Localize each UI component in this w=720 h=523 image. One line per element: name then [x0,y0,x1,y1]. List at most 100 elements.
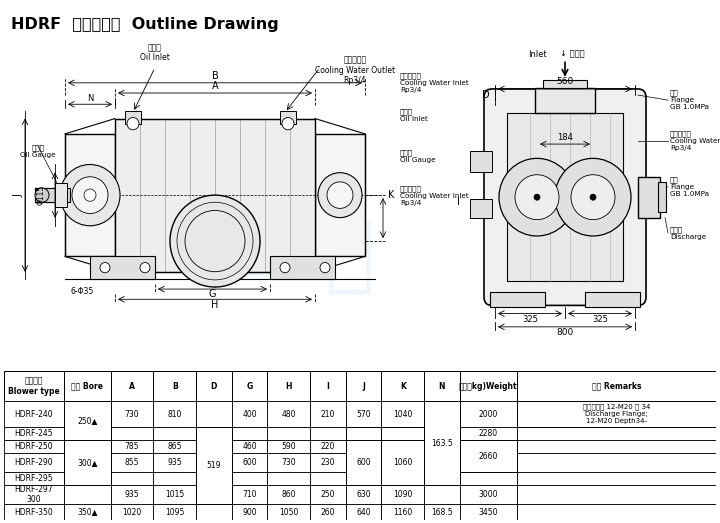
Text: 600: 600 [356,458,371,467]
Text: 1060: 1060 [393,458,413,467]
Text: 注油口
Oil Inlet: 注油口 Oil Inlet [140,43,170,62]
Text: 600: 600 [356,458,371,467]
Bar [196,485,232,504]
Bar [382,401,424,427]
Text: 800: 800 [557,328,574,337]
Text: 210: 210 [320,410,335,419]
Bar [4,504,64,520]
Bar [270,256,335,279]
Text: 1095: 1095 [165,507,184,517]
Bar [232,453,267,472]
Bar [65,134,115,256]
Text: ↓ 吸入口: ↓ 吸入口 [560,50,585,59]
Text: 630: 630 [356,490,371,499]
Text: 6-Φ35: 6-Φ35 [71,287,94,295]
Bar [196,401,232,427]
Text: 冷却水进口
Cooling Water Inlet
Rp3/4: 冷却水进口 Cooling Water Inlet Rp3/4 [400,73,469,93]
Bar [153,485,196,504]
Circle shape [35,188,49,202]
Bar [585,292,640,308]
Text: D: D [211,382,217,391]
Text: 重量（kg)Weight: 重量（kg)Weight [459,382,518,391]
Text: 163.5: 163.5 [431,439,453,448]
Bar [267,472,310,485]
Text: 230: 230 [320,458,336,467]
Text: 250▲: 250▲ [77,410,97,419]
Bar [196,427,232,440]
Text: 3450: 3450 [479,507,498,517]
Circle shape [280,263,290,272]
Text: 570: 570 [356,410,371,419]
Bar [232,427,267,440]
Bar [424,472,460,485]
Circle shape [60,165,120,226]
Text: I: I [457,197,460,207]
Text: 163.5: 163.5 [431,429,453,438]
Bar [460,472,517,485]
Bar [517,401,716,427]
Bar [382,427,424,440]
Bar [460,401,517,427]
Bar [111,440,153,453]
Bar [153,472,196,485]
Text: 325: 325 [592,315,608,324]
Circle shape [318,173,362,218]
Bar [267,401,310,427]
Bar [232,401,267,427]
Bar [543,79,587,88]
Bar [346,427,382,440]
Bar [310,453,346,472]
Text: HDRF-297
300: HDRF-297 300 [14,485,53,504]
Bar [346,485,382,504]
Bar [460,440,517,472]
Text: 2660: 2660 [479,451,498,461]
Text: Inlet: Inlet [528,50,547,59]
Text: D: D [482,90,490,100]
Text: 250: 250 [320,490,336,499]
Text: 法兰
Flange
GB 1.0MPa: 法兰 Flange GB 1.0MPa [670,177,709,197]
Bar [490,292,545,308]
Bar [310,401,346,427]
Circle shape [320,263,330,272]
Bar [460,453,517,472]
Bar [64,371,111,401]
Text: 855: 855 [125,458,139,467]
Bar [424,401,460,485]
Bar [153,401,196,427]
Text: B: B [172,382,178,391]
Bar [4,453,64,472]
Text: 935: 935 [167,458,182,467]
Bar [517,504,716,520]
Bar [90,256,155,279]
Text: 865: 865 [168,442,182,451]
Text: 风: 风 [325,216,375,297]
Text: 2000: 2000 [479,410,498,419]
Text: 排出口法兰 12-M20 深 34
Discharge Flange;
12-M20 Depth34-: 排出口法兰 12-M20 深 34 Discharge Flange; 12-M… [583,404,650,425]
Text: 220: 220 [320,442,335,451]
FancyBboxPatch shape [484,89,646,305]
Bar [267,371,310,401]
Circle shape [571,175,615,220]
Bar [111,472,153,485]
Text: 1090: 1090 [393,490,413,499]
Bar [196,504,232,520]
Bar [111,401,153,427]
Bar [4,371,64,401]
Bar [232,440,267,453]
Bar [4,427,64,440]
Text: K: K [388,190,395,200]
Bar [346,472,382,485]
Text: 560: 560 [557,77,574,86]
Text: 300▲: 300▲ [77,458,98,467]
Bar [111,485,153,504]
Circle shape [327,182,353,208]
Bar [64,427,111,440]
Circle shape [127,118,139,130]
Text: Φ115: Φ115 [37,185,46,205]
Text: 法兰
Flange
GB 1.0MPa: 法兰 Flange GB 1.0MPa [670,90,709,110]
Text: 400: 400 [242,410,257,419]
Bar [111,453,153,472]
Text: 460: 460 [242,442,257,451]
Bar [64,401,111,427]
Bar [460,504,517,520]
